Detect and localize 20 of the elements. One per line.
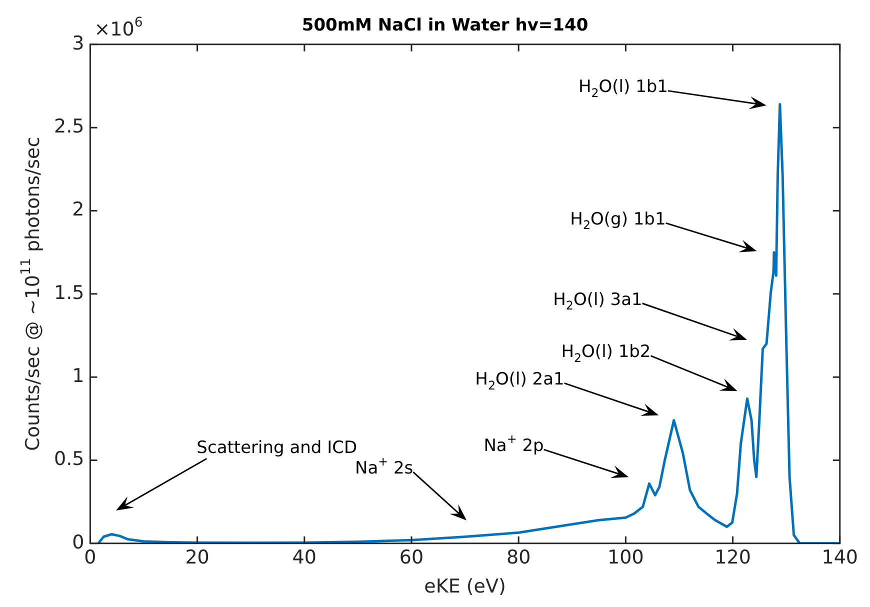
annotation: Na+ 2s [354, 454, 414, 478]
annotation: Scattering and ICD [196, 438, 358, 458]
x-tick-label: 140 [822, 546, 858, 569]
x-tick-label: 80 [506, 546, 531, 569]
x-tick-label: 60 [399, 546, 424, 569]
annotation: Na+ 2p [484, 432, 544, 456]
x-axis-title: eKE (eV) [424, 576, 506, 598]
y-tick-label: 0 [72, 531, 84, 554]
x-tick-label: 40 [292, 546, 316, 569]
y-tick-label: 1 [72, 365, 84, 388]
chart-title: 500mM NaCl in Water hv=140 [302, 16, 588, 36]
x-tick-label: 100 [608, 546, 644, 569]
x-tick-label: 120 [714, 546, 751, 569]
y-tick-label: 1.5 [54, 282, 84, 304]
y-tick-label: 3 [72, 32, 84, 54]
y-tick-label: 2.5 [54, 116, 84, 138]
y-axis-title: Counts/sec @ ~1011 photons/sec [18, 136, 44, 451]
y-tick-label: 0.5 [54, 448, 84, 470]
x-tick-label: 20 [185, 546, 210, 569]
y-tick-label: 2 [72, 198, 84, 221]
